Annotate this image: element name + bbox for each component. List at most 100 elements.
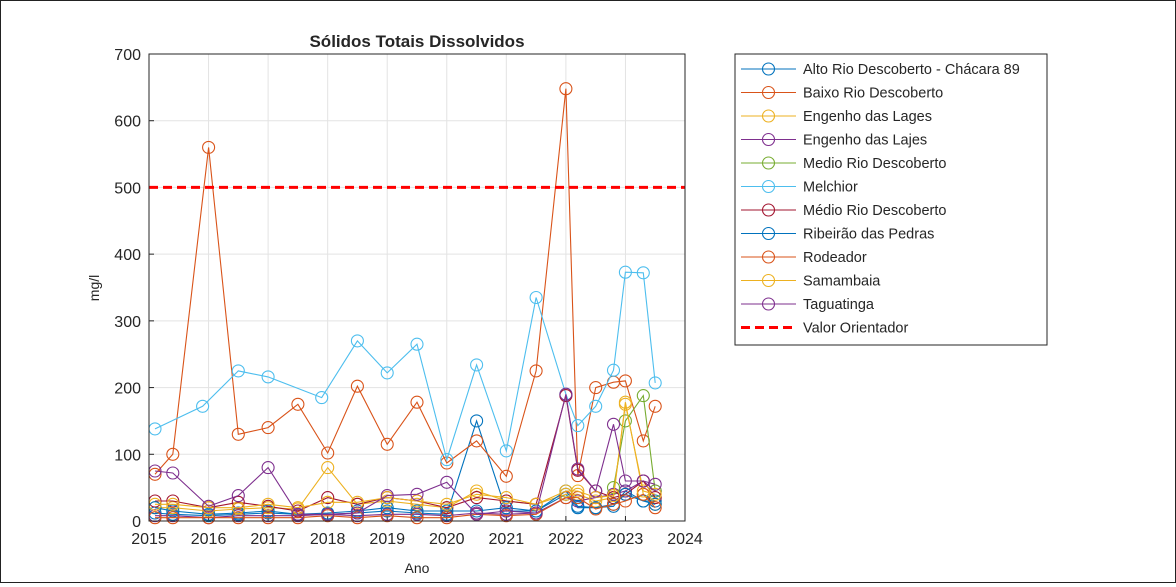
data-point (261, 497, 275, 511)
y-tick-label: 300 (114, 314, 141, 331)
legend-label: Rodeador (803, 250, 867, 266)
data-point (618, 397, 632, 411)
data-point (261, 370, 275, 384)
y-axis-label: mg/l (86, 275, 102, 301)
data-point (380, 489, 394, 503)
legend-entry-alto-rio-descoberto-chacara-89: Alto Rio Descoberto - Chácara 89 (741, 62, 1020, 78)
data-point (315, 391, 329, 405)
y-tick-label: 500 (114, 180, 141, 197)
data-point (499, 494, 513, 508)
data-point (499, 501, 513, 515)
data-point (440, 501, 454, 515)
data-point (231, 489, 245, 503)
y-tick-label: 200 (114, 381, 141, 398)
data-point (470, 484, 484, 498)
data-point (350, 379, 364, 393)
data-point (202, 140, 216, 154)
data-point (321, 461, 335, 475)
data-point (410, 395, 424, 409)
data-point (350, 506, 364, 520)
data-point (571, 462, 585, 476)
data-point (648, 477, 662, 491)
legend-marker (761, 226, 776, 241)
data-point (636, 474, 650, 488)
data-point (231, 506, 245, 520)
data-point (291, 504, 305, 518)
legend-entry-taguatinga: Taguatinga (741, 297, 875, 313)
data-point (410, 511, 424, 525)
data-point (648, 376, 662, 390)
data-point (559, 387, 573, 401)
x-tick-label: 2022 (548, 531, 584, 548)
data-point (410, 337, 424, 351)
data-point (499, 509, 513, 523)
data-point (380, 509, 394, 523)
y-tick-label: 600 (114, 114, 141, 131)
data-point (440, 511, 454, 525)
data-point (606, 497, 621, 511)
series-melchior (148, 265, 662, 467)
data-point (410, 497, 424, 511)
data-point (350, 495, 364, 509)
series-line (154, 88, 656, 478)
legend-label: Melchior (803, 180, 858, 196)
data-point (410, 504, 424, 518)
legend-label: Medio Rio Descoberto (803, 156, 946, 172)
legend-marker (761, 109, 776, 123)
chart-title: Sólidos Totais Dissolvidos (309, 32, 524, 51)
legend-marker (761, 273, 776, 288)
data-point (202, 504, 216, 518)
data-point (291, 507, 305, 521)
x-tick-label: 2024 (667, 531, 703, 548)
x-tick-label: 2021 (489, 531, 525, 548)
legend-label: Engenho das Lages (803, 109, 932, 125)
data-point (440, 497, 454, 511)
legend-entry-engenho-das-lajes: Engenho das Lajes (741, 133, 927, 149)
legend-label: Ribeirão das Pedras (803, 227, 934, 243)
data-point (166, 497, 180, 511)
y-tick-label: 0 (132, 514, 141, 531)
data-point (231, 511, 245, 525)
data-point (410, 507, 424, 521)
data-point (261, 504, 275, 518)
legend-label: Baixo Rio Descoberto (803, 86, 943, 102)
data-point (589, 399, 603, 413)
legend-marker (761, 62, 776, 76)
legend-entry-medio-rio-descoberto: Medio Rio Descoberto (741, 156, 946, 172)
data-point (470, 487, 484, 501)
data-point (571, 491, 585, 505)
series-line (154, 419, 656, 517)
series-line (154, 394, 656, 515)
series-line (154, 271, 656, 462)
legend-label: Samambaia (803, 274, 881, 290)
data-point (202, 511, 216, 525)
data-point (380, 366, 394, 380)
data-point (166, 447, 180, 461)
data-point (636, 266, 650, 280)
legend-entry-rodeador: Rodeador (741, 250, 867, 266)
data-point (410, 487, 424, 501)
data-point (529, 364, 543, 378)
x-tick-label: 2015 (131, 531, 167, 548)
data-point (166, 501, 180, 515)
data-point (571, 419, 585, 433)
data-point (291, 397, 305, 411)
data-point (648, 501, 662, 515)
data-point (571, 484, 585, 498)
data-point (166, 504, 180, 518)
legend-marker (761, 297, 776, 311)
data-point (350, 511, 364, 525)
data-point (606, 489, 621, 503)
x-tick-label: 2016 (191, 531, 227, 548)
data-point (321, 507, 335, 521)
y-tick-labels: 0 100 200 300 400 500 600 700 (114, 47, 141, 531)
x-tick-label: 2018 (310, 531, 346, 548)
data-point (231, 495, 245, 509)
data-point (589, 484, 603, 498)
data-point (470, 434, 484, 448)
x-tick-label: 2020 (429, 531, 465, 548)
legend-entry-baixo-rio-descoberto: Baixo Rio Descoberto (741, 86, 943, 102)
legend: Alto Rio Descoberto - Chácara 89 Baixo Ri… (734, 53, 1048, 346)
legend-entry-valor-orientador: Valor Orientador (741, 321, 908, 337)
